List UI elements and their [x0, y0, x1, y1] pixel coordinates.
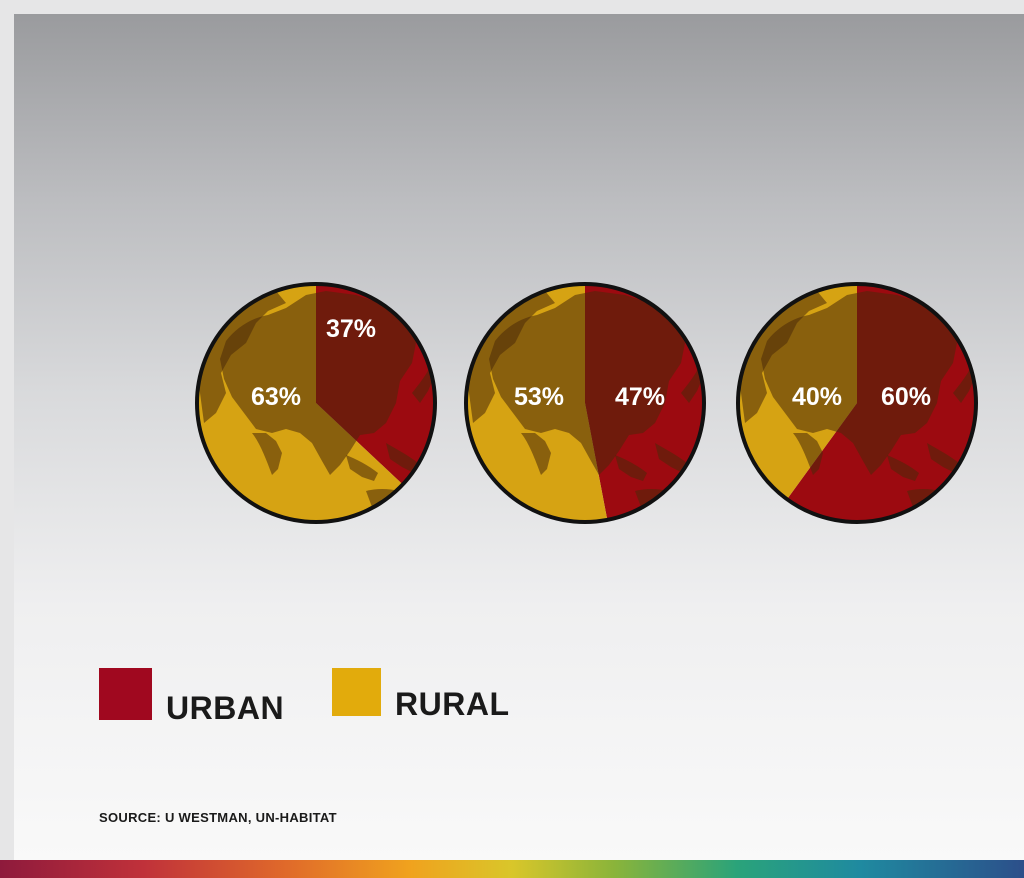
pie-chart-2: 47% 53%	[464, 282, 706, 524]
frame-top-border	[0, 0, 1024, 14]
source-note: SOURCE: U WESTMAN, UN-HABITAT	[99, 810, 337, 825]
urban-label: URBAN	[166, 690, 285, 726]
legend-item-rural: RURAL	[332, 668, 509, 720]
legend-item-urban: URBAN	[99, 668, 284, 724]
pie-2-outline	[464, 282, 706, 524]
rainbow-footer-bar	[0, 860, 1024, 878]
pie-chart-1: 37% 63%	[195, 282, 437, 524]
urban-swatch	[99, 668, 152, 720]
rural-swatch	[332, 668, 381, 716]
pie-3-rural-label: 40%	[792, 383, 842, 411]
pie-2-urban-label: 47%	[615, 383, 665, 411]
pie-chart-3: 60% 40%	[736, 282, 978, 524]
frame-left-border	[0, 0, 14, 878]
pie-2-rural-label: 53%	[514, 383, 564, 411]
pie-3-outline	[736, 282, 978, 524]
pie-3-urban-label: 60%	[881, 383, 931, 411]
pie-1-outline	[195, 282, 437, 524]
rural-label: RURAL	[395, 686, 510, 722]
pie-1-rural-label: 63%	[251, 383, 301, 411]
pie-1-urban-label: 37%	[326, 315, 376, 343]
